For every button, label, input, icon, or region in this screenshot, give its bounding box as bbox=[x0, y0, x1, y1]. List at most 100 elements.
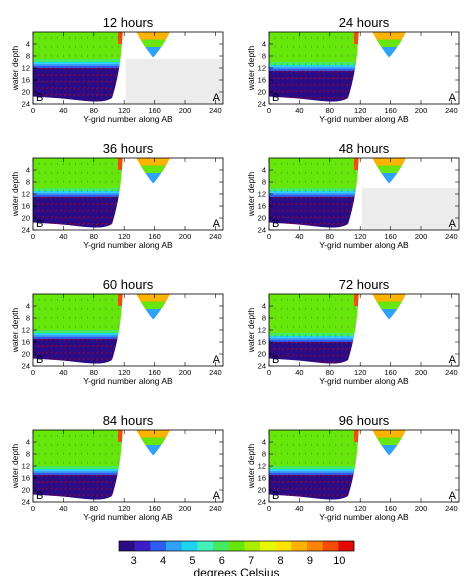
colorbar-segment bbox=[244, 541, 261, 551]
current-vector bbox=[91, 344, 95, 348]
current-vector bbox=[277, 480, 281, 484]
current-vector bbox=[109, 80, 113, 83]
current-vector bbox=[336, 96, 340, 100]
temperature-band bbox=[269, 68, 365, 71]
current-vector bbox=[73, 216, 76, 219]
x-tick-label: 160 bbox=[384, 232, 397, 241]
current-vector bbox=[118, 358, 122, 361]
current-vector bbox=[114, 474, 118, 477]
current-vector bbox=[345, 494, 349, 497]
current-vector bbox=[336, 202, 340, 206]
x-tick-label: 160 bbox=[148, 368, 161, 377]
current-vector bbox=[354, 96, 358, 100]
y-tick-label: 8 bbox=[26, 178, 30, 187]
current-vector bbox=[91, 196, 95, 199]
temperature-field bbox=[269, 158, 406, 228]
temperature-band bbox=[33, 330, 129, 333]
y-tick-label: 12 bbox=[258, 190, 266, 199]
current-vector bbox=[82, 216, 86, 219]
current-vector bbox=[95, 67, 99, 70]
current-vector bbox=[100, 216, 104, 219]
current-vector bbox=[77, 196, 81, 199]
current-vector bbox=[331, 487, 335, 490]
current-vector bbox=[331, 354, 335, 357]
current-vector bbox=[286, 70, 290, 73]
current-vector bbox=[63, 67, 67, 70]
current-vector bbox=[91, 67, 95, 70]
current-vector bbox=[82, 209, 86, 212]
current-vector bbox=[114, 67, 118, 70]
y-tick-label: 20 bbox=[22, 350, 30, 359]
colorbar-segment bbox=[181, 541, 198, 551]
current-vector bbox=[86, 474, 90, 477]
current-vector bbox=[82, 487, 86, 490]
current-vector bbox=[322, 474, 326, 477]
current-vector bbox=[91, 480, 95, 484]
temperature-band bbox=[33, 194, 129, 197]
current-vector bbox=[45, 344, 49, 348]
x-axis-label: Y-grid number along AB bbox=[83, 240, 173, 250]
temperature-band bbox=[269, 71, 365, 102]
current-vector bbox=[91, 358, 95, 361]
current-vector bbox=[68, 87, 72, 90]
y-tick-label: 12 bbox=[22, 64, 30, 73]
current-vector bbox=[295, 361, 299, 364]
y-tick-label: 12 bbox=[22, 326, 30, 335]
current-vector bbox=[290, 209, 294, 212]
temperature-band bbox=[33, 197, 129, 228]
current-vector bbox=[77, 474, 81, 477]
current-vector bbox=[59, 474, 63, 477]
current-vector bbox=[73, 358, 76, 361]
current-vector bbox=[73, 93, 76, 97]
current-vector bbox=[350, 354, 354, 357]
x-tick-label: 120 bbox=[354, 368, 367, 377]
current-vector bbox=[73, 222, 76, 226]
current-vector bbox=[354, 222, 358, 226]
current-vector bbox=[341, 341, 344, 344]
current-vector bbox=[281, 209, 285, 212]
current-vector bbox=[290, 216, 294, 219]
current-vector bbox=[109, 344, 113, 348]
current-vector bbox=[91, 93, 95, 97]
current-vector bbox=[54, 93, 58, 97]
x-tick-label: 40 bbox=[59, 368, 67, 377]
current-vector bbox=[54, 209, 58, 212]
current-vector bbox=[114, 93, 118, 97]
current-vector bbox=[68, 209, 72, 212]
current-vector bbox=[281, 90, 285, 93]
current-vector bbox=[123, 196, 127, 199]
current-vector bbox=[91, 73, 95, 77]
current-vector bbox=[313, 196, 317, 199]
y-tick-label: 4 bbox=[26, 302, 30, 311]
colorbar-segment bbox=[322, 541, 339, 551]
colorbar-label: 4 bbox=[160, 555, 166, 567]
temperature-band bbox=[269, 32, 365, 62]
current-vector bbox=[345, 216, 349, 219]
current-vector bbox=[277, 202, 281, 206]
current-vector bbox=[336, 216, 340, 219]
current-vector bbox=[59, 358, 63, 361]
current-vector bbox=[299, 96, 303, 100]
current-vector bbox=[105, 351, 108, 354]
current-vector bbox=[281, 341, 285, 344]
current-vector bbox=[318, 341, 322, 344]
current-vector bbox=[272, 83, 276, 86]
current-vector bbox=[105, 494, 108, 497]
temperature-band bbox=[269, 339, 365, 342]
colorbar-segment bbox=[291, 541, 308, 551]
current-vector bbox=[77, 494, 81, 497]
current-vector bbox=[36, 73, 40, 77]
current-vector bbox=[86, 338, 90, 341]
current-vector bbox=[345, 83, 349, 86]
current-vector bbox=[336, 480, 340, 484]
x-tick-label: 240 bbox=[209, 368, 222, 377]
current-vector bbox=[290, 83, 294, 86]
current-vector bbox=[327, 361, 331, 364]
current-vector bbox=[36, 87, 40, 90]
current-vector bbox=[304, 361, 308, 364]
current-vector bbox=[295, 216, 299, 219]
x-tick-label: 160 bbox=[384, 106, 397, 115]
temperature-band bbox=[33, 469, 129, 471]
current-vector bbox=[63, 216, 67, 219]
current-vector bbox=[41, 209, 45, 212]
